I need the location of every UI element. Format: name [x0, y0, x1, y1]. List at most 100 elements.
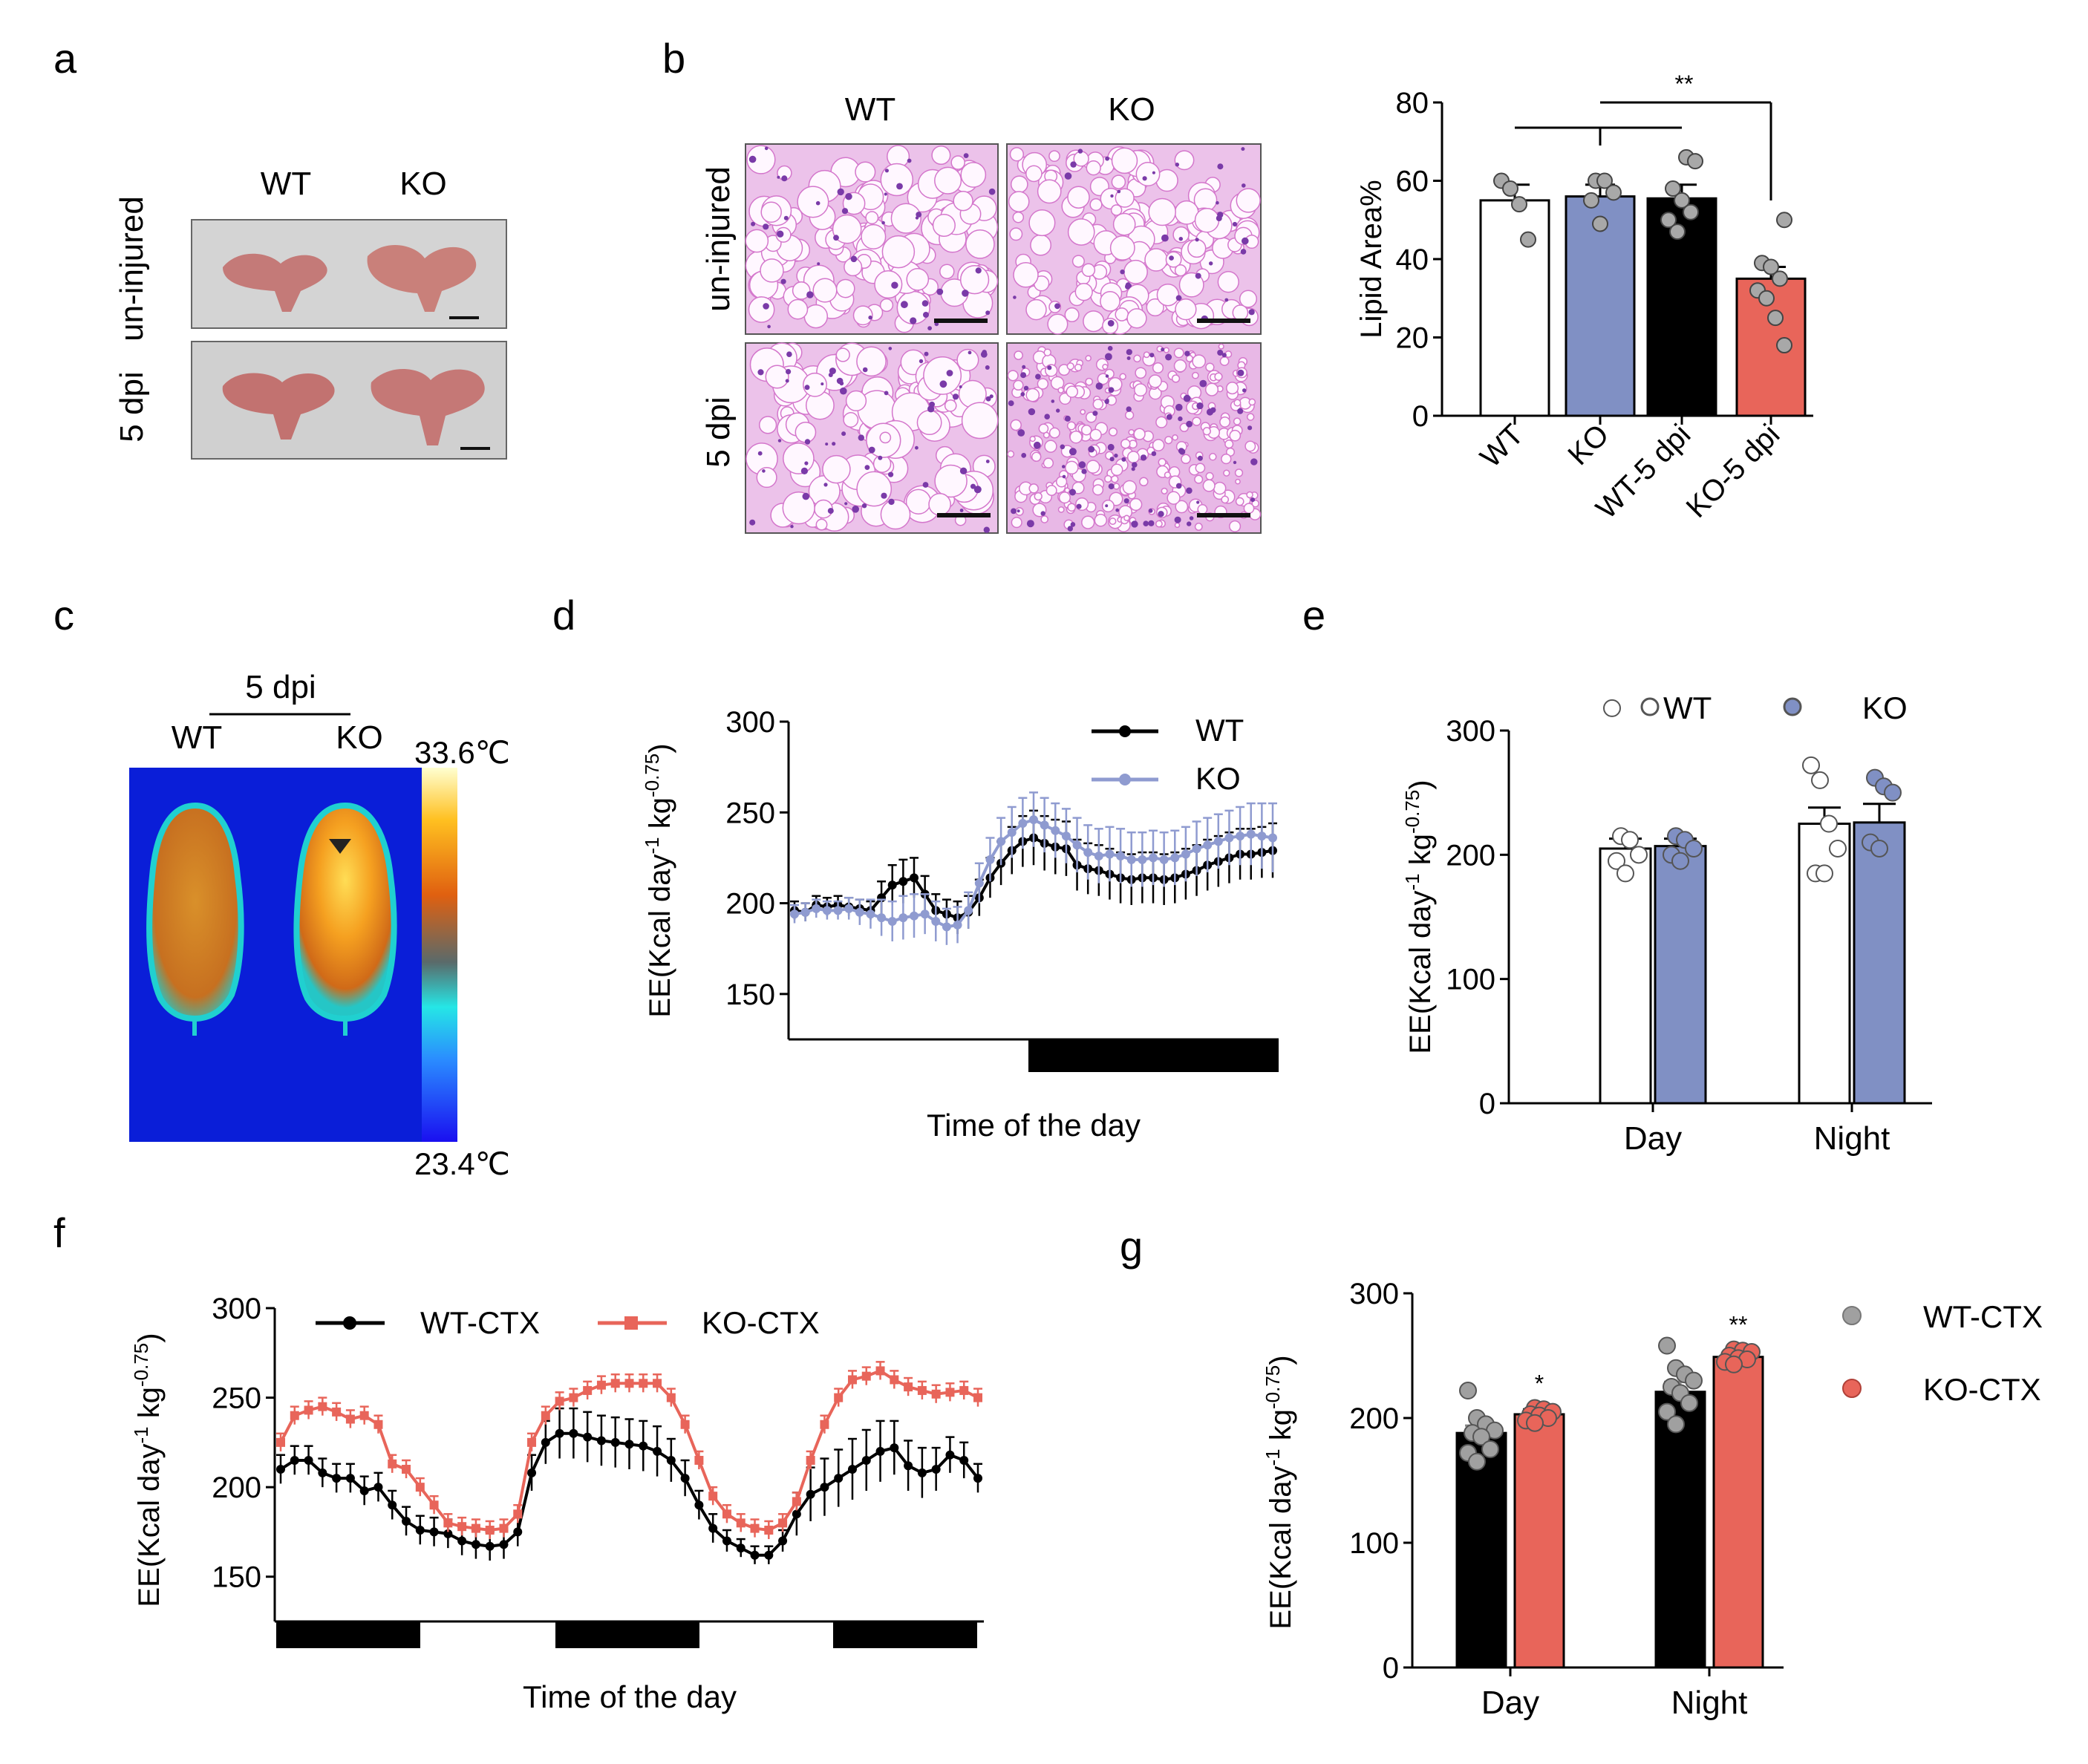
- lipid-droplet: [1192, 371, 1199, 379]
- lipid-droplet: [1102, 364, 1109, 370]
- ee-daynight-chart-g: EE(Kcal day-1 kg-0.75) 0 100 200 300 Day Nig…: [1262, 1278, 2043, 1721]
- nucleus: [1035, 373, 1041, 380]
- nucleus: [907, 158, 912, 163]
- y-axis-label: EE(Kcal day-1 kg-0.75): [1401, 780, 1437, 1054]
- lipid-droplet: [1069, 430, 1083, 444]
- data-point: [1658, 1336, 1676, 1355]
- lipid-droplet: [1251, 499, 1259, 508]
- data-point: [1481, 1440, 1499, 1458]
- x-tick-label-night: Night: [1671, 1685, 1748, 1721]
- nucleus: [919, 359, 924, 364]
- nucleus: [888, 347, 893, 350]
- lipid-droplet: [1155, 520, 1163, 528]
- data-point: [1767, 310, 1784, 327]
- lipid-droplet: [1179, 422, 1190, 433]
- lipid-droplet: [803, 372, 827, 397]
- nucleus: [833, 235, 839, 241]
- nucleus: [939, 380, 947, 388]
- lipid-droplet: [960, 162, 987, 188]
- lipid-droplet: [1045, 485, 1057, 497]
- lipid-droplet: [1013, 379, 1024, 391]
- data-point: [1596, 172, 1613, 189]
- panel-e: e: [1302, 592, 1325, 638]
- lipid-droplet: [1081, 263, 1096, 278]
- lipid-droplet: [1074, 363, 1083, 372]
- lipid-droplet: [1089, 198, 1103, 212]
- lipid-droplet: [1205, 362, 1215, 372]
- lipid-droplet: [1037, 179, 1062, 204]
- lipid-droplet: [1014, 350, 1023, 360]
- nucleus: [970, 483, 976, 489]
- thermal-image: [129, 768, 422, 1142]
- lipid-droplet: [1115, 307, 1129, 321]
- lipid-droplet: [832, 214, 862, 244]
- x-axis-label: Time of the day: [927, 1108, 1141, 1143]
- lipid-droplet: [1092, 484, 1104, 496]
- lipid-droplet: [1192, 416, 1201, 426]
- nucleus: [1184, 350, 1190, 356]
- lipid-droplet: [1144, 248, 1168, 272]
- data-point: [1583, 192, 1599, 209]
- temperature-max: 33.6℃: [414, 735, 510, 770]
- y-tick-label: 200: [1446, 839, 1495, 872]
- lipid-droplet: [1174, 522, 1181, 529]
- lipid-droplet: [1109, 517, 1117, 526]
- lipid-droplet: [1058, 491, 1071, 504]
- data-point: [1472, 1428, 1490, 1446]
- nucleus: [763, 303, 769, 310]
- y-tick-label: 100: [1446, 964, 1495, 996]
- nucleus: [1151, 451, 1157, 457]
- nucleus: [1241, 147, 1245, 151]
- lipid-droplet: [1234, 468, 1244, 477]
- nucleus: [832, 442, 836, 446]
- data-point: [1671, 852, 1689, 870]
- panel-a: a WT KO un-injured 5 dpi: [53, 35, 507, 460]
- lipid-droplet: [1161, 487, 1168, 494]
- lipid-droplet: [1217, 271, 1239, 293]
- nucleus: [786, 369, 792, 375]
- nucleus: [1232, 221, 1238, 227]
- lipid-droplet: [1115, 188, 1135, 208]
- nucleus: [927, 326, 932, 330]
- nucleus: [1028, 408, 1036, 416]
- nucleus: [946, 370, 953, 376]
- lipid-droplet: [931, 145, 951, 166]
- lipid-droplet: [1235, 497, 1244, 506]
- nucleus: [1187, 521, 1192, 526]
- lipid-droplet: [765, 365, 789, 389]
- nucleus: [923, 312, 929, 318]
- y-tick-label: 150: [725, 979, 775, 1011]
- night-bar: [1028, 1039, 1279, 1072]
- data-point: [1674, 192, 1690, 209]
- nucleus: [916, 212, 922, 218]
- nucleus: [1197, 455, 1203, 461]
- lipid-droplet: [1111, 174, 1126, 189]
- lipid-droplet: [939, 264, 955, 279]
- data-point: [1811, 771, 1829, 789]
- lipid-droplet: [879, 431, 892, 444]
- nucleus: [910, 317, 917, 324]
- nucleus: [1064, 415, 1071, 422]
- y-tick-label: 0: [1383, 1652, 1399, 1685]
- nucleus: [1178, 237, 1184, 241]
- nucleus: [790, 525, 794, 529]
- lipid-droplet: [1205, 471, 1214, 480]
- nucleus: [1013, 295, 1017, 299]
- panel-b-col-ko: KO: [1108, 91, 1155, 128]
- lipid-droplet: [880, 499, 911, 530]
- nucleus: [924, 351, 929, 356]
- nucleus: [762, 469, 766, 473]
- lipid-droplet: [1089, 428, 1102, 441]
- nucleus: [1054, 303, 1060, 310]
- bar-wt-ctx-day: [1455, 1431, 1507, 1669]
- lipid-droplet: [1128, 428, 1135, 436]
- nucleus: [1020, 372, 1027, 379]
- legend-wt-ctx-label: WT-CTX: [1923, 1299, 2043, 1334]
- nucleus: [985, 460, 990, 463]
- temperature-scale: [422, 768, 457, 1142]
- bar-ko-night: [1853, 821, 1906, 1105]
- x-tick-label-night: Night: [1814, 1120, 1890, 1157]
- nucleus: [1149, 353, 1155, 358]
- y-tick-label: 200: [212, 1471, 261, 1504]
- nucleus: [1081, 468, 1087, 474]
